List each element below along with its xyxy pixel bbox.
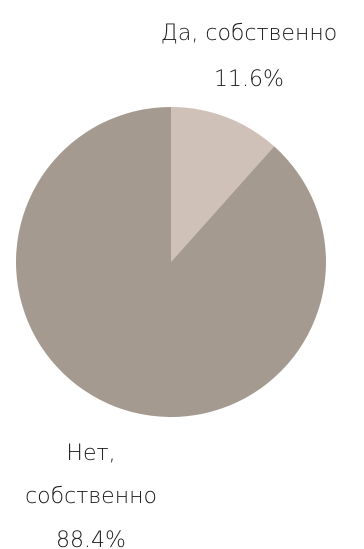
slice-1-label-line-1: собственно	[25, 484, 157, 509]
pie-slice-1	[15, 107, 326, 417]
slice-0-value-label: 11.6%	[214, 67, 284, 92]
slice-1-label-line-0: Нет,	[66, 441, 115, 466]
slice-0-label-line-0: Да, собственно	[161, 21, 337, 46]
slice-1-value-label: 88.4%	[56, 528, 126, 549]
pie-slice-0	[171, 107, 275, 262]
pie-slices	[15, 107, 326, 417]
